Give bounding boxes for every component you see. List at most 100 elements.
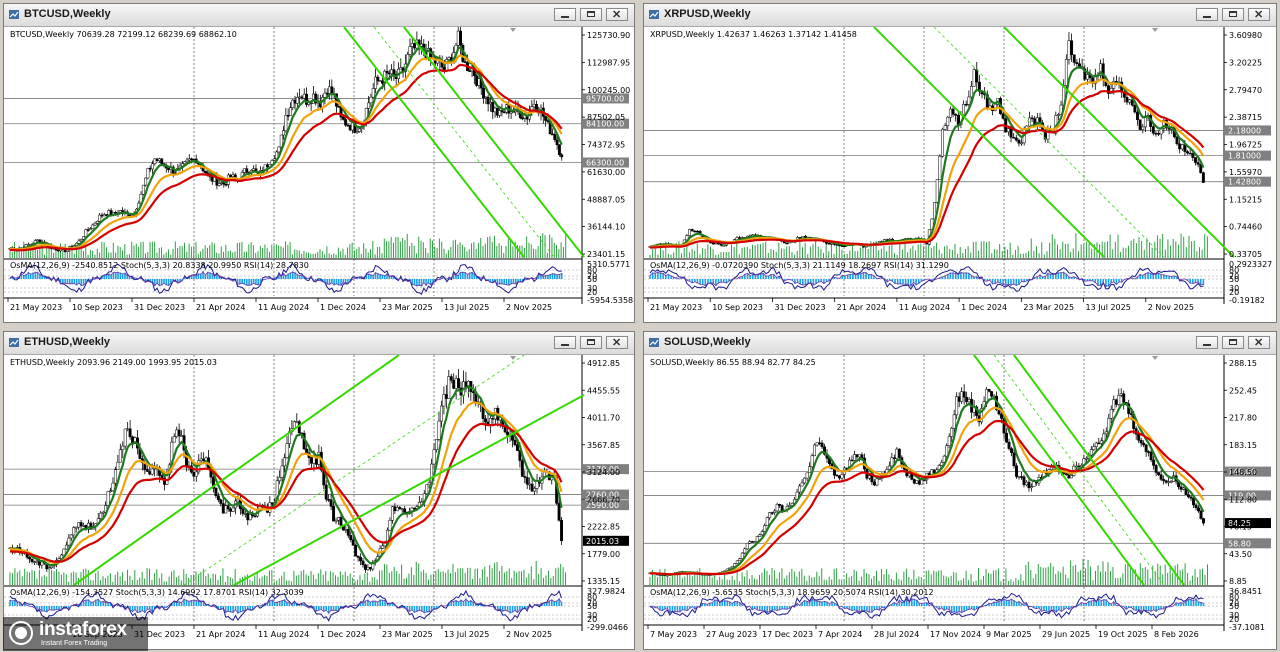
candle-body <box>380 80 384 84</box>
minimize-button[interactable] <box>1196 8 1218 21</box>
chart-plot[interactable]: 3170.00 2760.00 2590.00 2015.03 4912.85 4455.… <box>4 355 634 649</box>
candle-body <box>199 458 203 462</box>
price-axis-label: 2222.85 <box>587 523 620 532</box>
candle-body <box>310 457 313 464</box>
candle-body <box>410 43 414 47</box>
maximize-icon <box>587 11 595 17</box>
candle-body <box>392 69 396 75</box>
candle-body <box>815 442 819 446</box>
date-axis-label: 17 Nov 2024 <box>930 630 981 639</box>
candle-body <box>1102 433 1106 442</box>
chart-window-btcusd[interactable]: BTCUSD,Weekly ✕ 95700.00 84100.00 66300.00… <box>3 3 635 323</box>
candle-body <box>305 448 309 453</box>
candle-body <box>1194 157 1197 163</box>
candle-body <box>1154 132 1158 135</box>
candle-body <box>160 475 164 479</box>
candle-body <box>753 541 757 543</box>
chart-header-label: BTCUSD,Weekly 70639.28 72199.12 68239.69… <box>10 30 237 39</box>
candle-body <box>987 389 991 392</box>
close-button[interactable]: ✕ <box>606 336 628 349</box>
candle-body <box>755 536 759 542</box>
window-titlebar[interactable]: XRPUSD,Weekly ✕ <box>644 4 1276 27</box>
price-axis-label: 112.80 <box>1229 495 1257 504</box>
close-button[interactable]: ✕ <box>1248 8 1270 21</box>
candle-body <box>768 512 772 519</box>
minimize-button[interactable] <box>1196 336 1218 349</box>
chart-window-ethusd[interactable]: ETHUSD,Weekly ✕ 3170.00 2760.00 2590.00 201… <box>3 331 635 650</box>
candle-body <box>735 560 739 564</box>
candle-body <box>1157 133 1161 135</box>
candle-body <box>495 107 499 116</box>
minimize-button[interactable] <box>554 336 576 349</box>
candle-body <box>518 450 522 461</box>
candle-body <box>560 154 564 158</box>
candle-body <box>74 526 78 529</box>
candle-body <box>1151 126 1155 134</box>
date-axis-label: 11 Aug 2024 <box>899 303 950 312</box>
chart-window-solusd[interactable]: SOLUSD,Weekly ✕ 149.00 119.00 58.80 84.25 28… <box>643 331 1277 650</box>
candle-body <box>867 475 871 479</box>
candle-body <box>144 177 148 186</box>
level-tag <box>1225 176 1271 187</box>
date-axis-label: 17 Dec 2023 <box>762 630 813 639</box>
close-icon: ✕ <box>1254 9 1264 21</box>
trend-channel-line <box>1003 27 1235 258</box>
date-axis-label: 19 Oct 2025 <box>1098 630 1147 639</box>
candle-body <box>1015 465 1018 477</box>
candle-body <box>810 455 814 467</box>
candle-body <box>226 505 230 510</box>
level-tag <box>583 464 629 475</box>
chart-window-icon <box>649 10 659 19</box>
rsi-line <box>9 271 562 287</box>
window-titlebar[interactable]: ETHUSD,Weekly ✕ <box>4 332 634 355</box>
close-button[interactable]: ✕ <box>606 8 628 21</box>
chart-plot[interactable]: 2.18000 1.81000 1.42800 3.60980 3.20225 2.794… <box>644 27 1276 322</box>
oscillator-scale-label: 70 <box>1229 272 1239 281</box>
candle-body <box>714 242 718 245</box>
close-button[interactable]: ✕ <box>1248 336 1270 349</box>
candle-body <box>146 167 150 179</box>
candle-body <box>484 418 488 423</box>
maximize-button[interactable] <box>1222 8 1244 21</box>
candle-body <box>1020 476 1023 478</box>
candle-body <box>838 475 841 479</box>
price-axis-label: 4912.85 <box>587 359 620 368</box>
candle-body <box>1125 96 1129 103</box>
candle-body <box>957 396 961 402</box>
chart-canvas[interactable]: 149.00 119.00 58.80 84.25 288.15 252.45 217.80… <box>644 355 1276 649</box>
candle-body <box>30 558 34 562</box>
candle-body <box>1069 475 1073 479</box>
trend-channel-line <box>403 27 585 258</box>
candle-body <box>1122 393 1126 403</box>
candle-body <box>217 183 221 186</box>
candle-body <box>98 214 102 222</box>
window-titlebar[interactable]: BTCUSD,Weekly ✕ <box>4 4 634 27</box>
trend-channel-line <box>873 27 1105 258</box>
candle-body <box>283 457 286 467</box>
window-titlebar[interactable]: SOLUSD,Weekly ✕ <box>644 332 1276 355</box>
candle-body <box>118 449 122 463</box>
candle-body <box>555 139 559 145</box>
candle-body <box>920 479 924 485</box>
chart-canvas[interactable]: 2.18000 1.81000 1.42800 3.60980 3.20225 2.794… <box>644 27 1276 322</box>
minimize-button[interactable] <box>554 8 576 21</box>
date-axis-label: 7 Apr 2024 <box>818 630 862 639</box>
price-axis-label: 3.20225 <box>1229 58 1262 67</box>
candle-body <box>533 488 537 492</box>
chart-plot[interactable]: 149.00 119.00 58.80 84.25 288.15 252.45 217.80… <box>644 355 1276 649</box>
candle-body <box>498 110 502 116</box>
maximize-button[interactable] <box>580 336 602 349</box>
level-tag <box>583 157 629 168</box>
candle-body <box>523 476 527 478</box>
maximize-button[interactable] <box>580 8 602 21</box>
candle-body <box>785 242 789 245</box>
maximize-button[interactable] <box>1222 336 1244 349</box>
chart-plot[interactable]: 95700.00 84100.00 66300.00 125730.90 112987.… <box>4 27 634 322</box>
candle-body <box>374 76 377 89</box>
candle-body <box>150 468 154 475</box>
candle-body <box>980 408 984 423</box>
chart-window-xrpusd[interactable]: XRPUSD,Weekly ✕ 2.18000 1.81000 1.42800 3.6… <box>643 3 1277 323</box>
chart-canvas[interactable]: 95700.00 84100.00 66300.00 125730.90 112987.… <box>4 27 634 322</box>
candle-body <box>805 472 809 479</box>
